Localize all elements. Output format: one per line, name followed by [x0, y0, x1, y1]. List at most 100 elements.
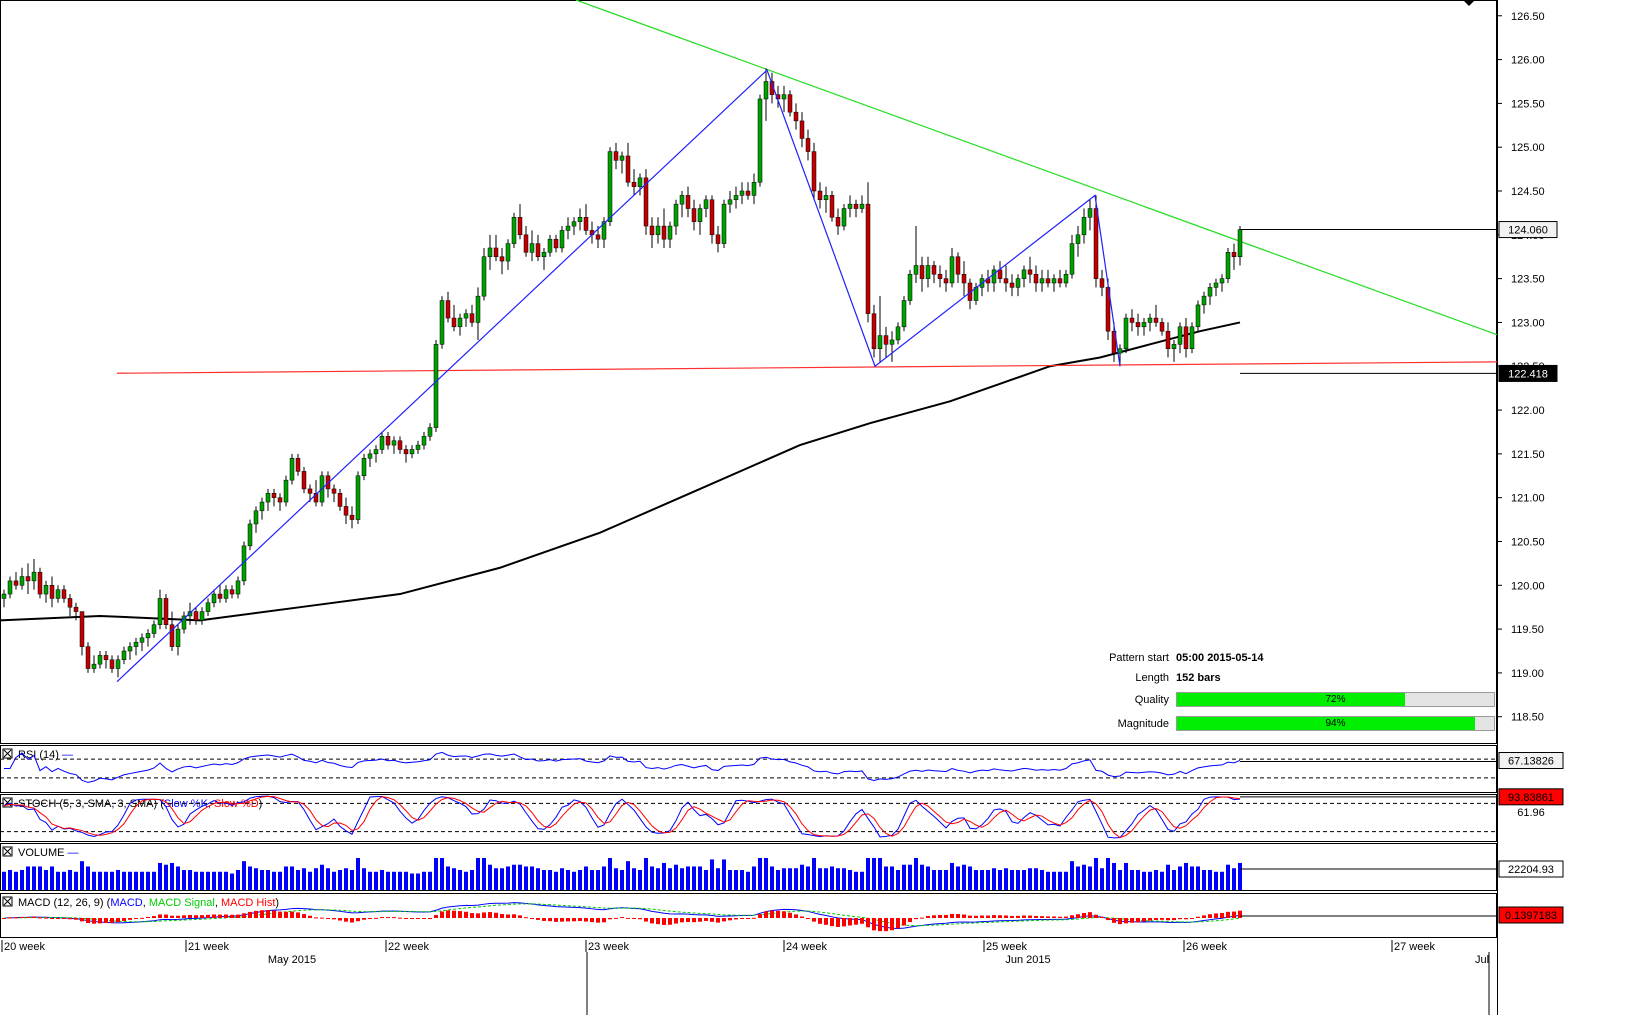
candle-body [739, 190, 745, 196]
volume-bar [290, 866, 294, 890]
macd-hist-bar [152, 916, 156, 918]
candle-body [427, 427, 433, 437]
macd-hist-bar [446, 910, 450, 918]
candle-body [1057, 278, 1063, 284]
rsi-value-label: 67.13826 [1508, 756, 1554, 768]
macd-hist-bar [1160, 918, 1164, 920]
volume-bar [686, 866, 690, 890]
volume-bar [1142, 871, 1146, 890]
macd-hist-bar [1226, 911, 1230, 918]
candle [1099, 269, 1105, 297]
volume-bar [926, 866, 930, 890]
candle [871, 304, 877, 358]
candle-body [889, 339, 895, 345]
candle-body [1207, 287, 1213, 297]
candle [805, 129, 811, 161]
volume-bar [512, 864, 516, 890]
price-tick-label: 125.50 [1511, 98, 1545, 110]
volume-bar [1130, 870, 1134, 890]
macd-hist-bar [1112, 918, 1116, 923]
volume-bar [452, 868, 456, 890]
volume-bar [668, 868, 672, 890]
macd-hist-bar [878, 918, 882, 932]
volume-bar [158, 862, 162, 890]
macd-panel: MACD (12, 26, 9) (MACD, MACD Signal, MAC… [0, 893, 1497, 938]
volume-bar [842, 868, 846, 890]
macd-hist-bar [176, 915, 180, 918]
macd-hist-bar [236, 914, 240, 918]
macd-hist-bar [128, 918, 132, 920]
macd-hist-bar [182, 915, 186, 918]
volume-bar [716, 868, 720, 890]
candle [391, 436, 397, 454]
candle-body [121, 650, 127, 661]
candle-body [1003, 278, 1009, 284]
candle [403, 445, 409, 463]
macd-title: MACD (12, 26, 9) (MACD, MACD Signal, MAC… [18, 897, 279, 909]
macd-hist-bar [800, 916, 804, 918]
candle [349, 506, 355, 529]
macd-hist-bar [848, 918, 852, 926]
candle [55, 585, 61, 603]
candle-body [499, 256, 505, 262]
candle [283, 475, 289, 507]
candle-body [787, 94, 793, 113]
volume-bar [524, 866, 528, 890]
volume-bar [1070, 861, 1074, 890]
macd-hist-bar [398, 917, 402, 919]
macd-hist-bar [734, 918, 738, 920]
length-label: Length [1135, 672, 1169, 684]
magnitude-label: Magnitude [1117, 718, 1169, 730]
macd-hist-bar [824, 918, 828, 925]
volume-bar [368, 871, 372, 890]
rsi-line [4, 751, 1241, 783]
candle-body [619, 155, 625, 161]
support-line [116, 361, 1498, 374]
week-label: 26 week [1186, 941, 1227, 953]
candle [49, 576, 55, 608]
magnitude-bar: 94% [1176, 716, 1495, 731]
volume-bar [1220, 871, 1224, 890]
volume-bar [242, 861, 246, 890]
macd-hist-bar [278, 911, 282, 918]
macd-hist-bar [1082, 913, 1086, 918]
candle [1207, 283, 1213, 305]
volume-bar [614, 868, 618, 890]
candle-body [259, 501, 265, 512]
candle-body [193, 611, 199, 621]
candle [1189, 322, 1195, 354]
candle [601, 217, 607, 248]
volume-bar [1238, 862, 1242, 890]
candle-body [139, 637, 145, 643]
macd-hist-bar [1184, 918, 1188, 920]
volume-bar [548, 870, 552, 890]
candle-body [1045, 278, 1051, 284]
candle [1087, 199, 1093, 231]
macd-hist-bar [326, 918, 330, 919]
volume-bar [218, 871, 222, 890]
candle [751, 173, 757, 205]
candle [229, 585, 235, 599]
candle-body [343, 506, 349, 516]
candle-body [475, 295, 481, 323]
candle [1195, 300, 1201, 332]
macd-hist-bar [650, 918, 654, 924]
macd-hist-bar [560, 918, 564, 922]
volume-bar [278, 871, 282, 890]
volume-bar [506, 866, 510, 890]
candle-body [463, 313, 469, 319]
candle-body [1213, 282, 1219, 288]
candle-body [721, 203, 727, 244]
macd-hist-bar [344, 918, 348, 922]
volume-bar [104, 871, 108, 890]
candle [757, 94, 763, 187]
volume-bar [1184, 862, 1188, 890]
candle-body [1177, 326, 1183, 345]
macd-hist-bar [20, 916, 24, 918]
volume-bar [626, 861, 630, 890]
candle-body [1039, 278, 1045, 284]
candle [1225, 247, 1231, 284]
candle-body [151, 624, 157, 634]
candle-body [1189, 326, 1195, 349]
volume-bar [344, 868, 348, 890]
